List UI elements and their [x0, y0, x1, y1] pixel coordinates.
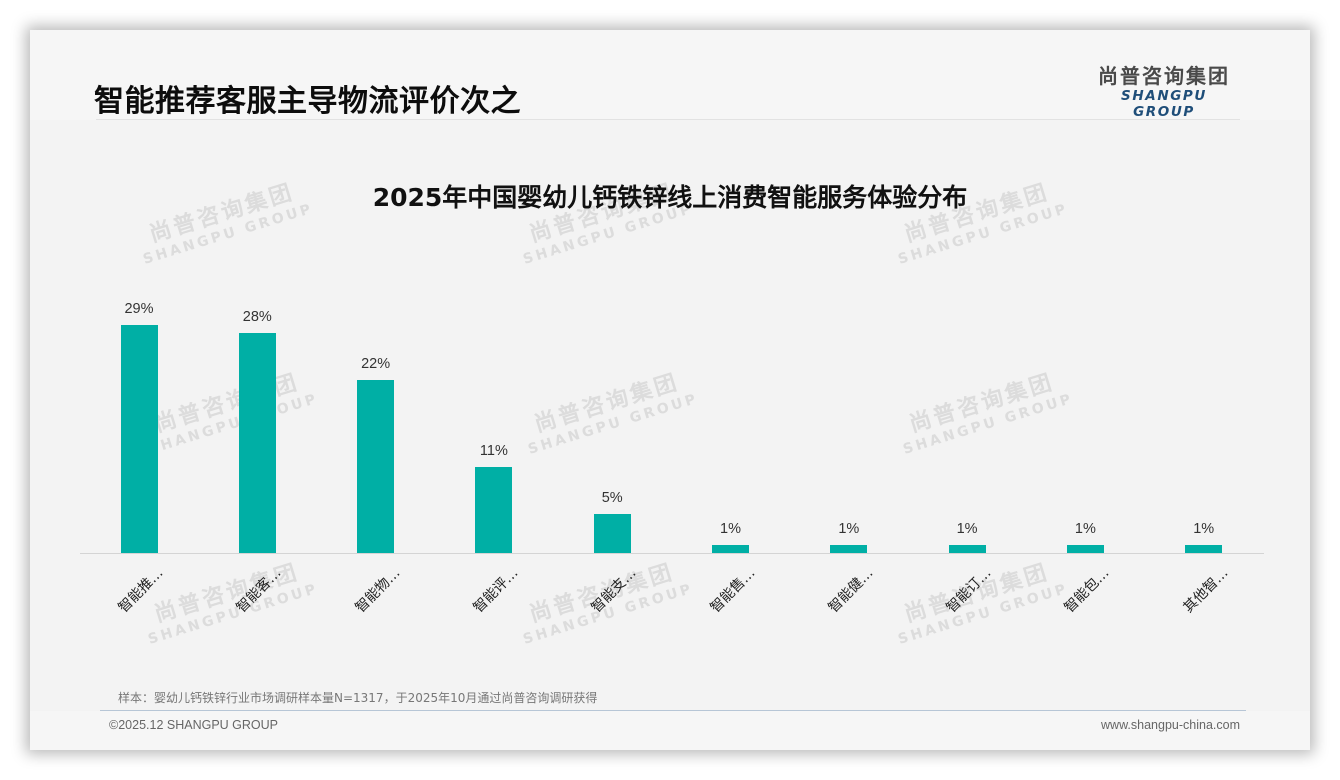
logo-en-text: SHANGPU GROUP [1121, 88, 1207, 120]
x-axis-category-label: 智能推… [115, 565, 167, 617]
x-axis-category-label: 智能物… [352, 565, 404, 617]
bar [593, 513, 631, 553]
x-axis-category-label: 智能订… [943, 565, 995, 617]
bar [475, 466, 513, 553]
watermark: 尚普咨询集团 SHANGPU GROUP [892, 360, 1075, 458]
slide: 智能推荐客服主导物流评价次之 尚普咨询集团 SHANGPU GROUP 尚普咨询… [30, 30, 1310, 750]
bar-value-label: 29% [124, 301, 154, 318]
bar [948, 545, 986, 553]
bar-value-label: 1% [1074, 521, 1096, 538]
chart-title: 2025年中国婴幼儿钙铁锌线上消费智能服务体验分布 [372, 183, 968, 212]
bar-value-label: 1% [838, 521, 860, 538]
bar-value-label: 1% [956, 521, 978, 538]
bar-value-label: 1% [1193, 521, 1215, 538]
footer-band [30, 711, 1310, 750]
bar [1185, 545, 1223, 553]
x-axis-category-label: 智能健… [825, 565, 877, 617]
watermark-en: SHANGPU GROUP [526, 390, 701, 458]
x-axis-category-label: 智能评… [470, 565, 522, 617]
watermark-en: SHANGPU GROUP [146, 390, 321, 458]
page-title: 智能推荐客服主导物流评价次之 [94, 84, 521, 119]
bar [1066, 545, 1104, 553]
bar [830, 545, 868, 553]
bar [712, 545, 749, 553]
watermark-cn: 尚普咨询集团 [151, 369, 303, 438]
x-axis-category-label: 智能包… [1061, 565, 1113, 617]
watermark: 尚普咨询集团 SHANGPU GROUP [137, 360, 320, 458]
bar [238, 332, 276, 553]
watermark-en: SHANGPU GROUP [901, 390, 1076, 458]
bar [120, 325, 158, 553]
watermark-en: SHANGPU GROUP [896, 580, 1071, 648]
x-axis-category-label: 智能支… [588, 565, 640, 617]
copyright-text: ©2025.12 SHANGPU GROUP [109, 718, 278, 732]
website-link[interactable]: www.shangpu-china.com [1101, 718, 1240, 732]
sample-note: 样本：婴幼儿钙铁锌行业市场调研样本量N=1317，于2025年10月通过尚普咨询… [118, 691, 598, 705]
watermark-cn: 尚普咨询集团 [151, 559, 303, 628]
x-axis-category-label: 其他智… [1180, 565, 1232, 617]
bar-value-label: 5% [601, 489, 623, 506]
x-axis-category-label: 智能客… [233, 565, 285, 617]
x-axis-line [80, 553, 1264, 554]
watermark-cn: 尚普咨询集团 [531, 369, 683, 438]
watermark: 尚普咨询集团 SHANGPU GROUP [517, 360, 700, 458]
bar [357, 380, 395, 553]
x-axis-category-label: 智能售… [707, 565, 758, 617]
bar-value-label: 28% [242, 308, 272, 325]
watermark-en: SHANGPU GROUP [146, 580, 321, 648]
footer-divider [100, 710, 1246, 711]
watermark-cn: 尚普咨询集团 [906, 369, 1058, 438]
company-logo: 尚普咨询集团 SHANGPU GROUP [1088, 64, 1240, 120]
title-divider [96, 119, 1240, 120]
logo-cn-text: 尚普咨询集团 [1098, 64, 1230, 88]
watermark: 尚普咨询集团 SHANGPU GROUP [137, 550, 320, 648]
bar-value-label: 1% [720, 521, 741, 538]
bar-value-label: 11% [479, 442, 508, 459]
bar-value-label: 22% [361, 356, 391, 373]
header-band [30, 30, 1310, 120]
